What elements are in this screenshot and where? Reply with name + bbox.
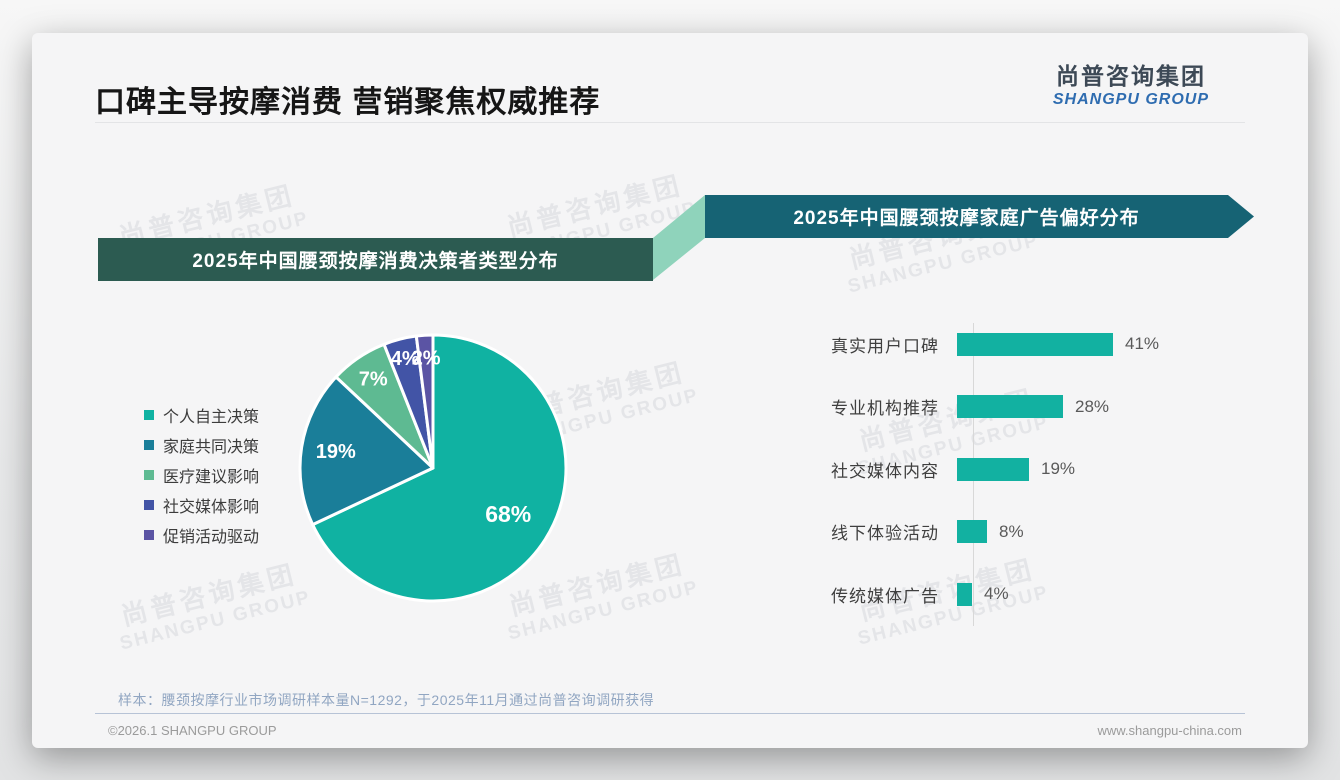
legend-label: 家庭共同决策	[163, 439, 260, 456]
bar-chart-title: 2025年中国腰颈按摩家庭广告偏好分布	[793, 208, 1140, 229]
legend-item: 医疗建议影响	[144, 460, 259, 490]
legend-swatch	[144, 500, 154, 510]
bar-rect	[957, 332, 1113, 356]
bar-value-label: 8%	[999, 521, 1024, 541]
legend-item: 家庭共同决策	[144, 430, 259, 460]
bar-value-label: 41%	[1125, 334, 1160, 353]
bar-rect	[957, 582, 972, 606]
pie-slice-2	[298, 375, 435, 527]
bar-row: 传统媒体广告 4%	[802, 574, 1009, 614]
title-divider	[95, 122, 1245, 123]
bar-row: 社交媒体内容 19%	[802, 449, 1075, 489]
bar-category-label: 真实用户口碑	[831, 336, 939, 356]
bar-value-label: 4%	[984, 584, 1009, 603]
pie-chart-title: 2025年中国腰颈按摩消费决策者类型分布	[192, 251, 559, 272]
company-logo: 尚普咨询集团 SHANGPU GROUP	[1053, 57, 1209, 109]
banner-connector-shape	[653, 195, 705, 280]
legend-swatch	[144, 440, 154, 450]
pie-slice-1	[311, 333, 568, 603]
legend-label: 个人自主决策	[163, 409, 260, 426]
legend-label: 医疗建议影响	[163, 469, 260, 486]
pie-chart: 68% 19% 7%4%2%	[298, 333, 568, 603]
bar-category-label: 社交媒体内容	[831, 461, 939, 481]
legend-swatch	[144, 470, 154, 480]
bar-rect	[957, 520, 987, 543]
legend-label: 促销活动驱动	[163, 529, 260, 546]
logo-text-en: SHANGPU GROUP	[1052, 91, 1209, 108]
legend-label: 社交媒体影响	[163, 499, 260, 516]
pie-chart-title-banner: 2025年中国腰颈按摩消费决策者类型分布	[98, 238, 653, 281]
pie-value-label: 2%	[412, 347, 441, 369]
page-title: 口碑主导按摩消费 营销聚焦权威推荐	[95, 86, 601, 119]
bar-category-label: 线下体验活动	[831, 524, 939, 543]
copyright-text: ©2026.1 SHANGPU GROUP	[108, 723, 277, 738]
website-text: www.shangpu-china.com	[1097, 723, 1242, 738]
bar-category-label: 专业机构推荐	[831, 399, 939, 418]
bar-row: 专业机构推荐 28%	[802, 387, 1109, 427]
bar-value-label: 28%	[1075, 396, 1110, 416]
legend-item: 个人自主决策	[144, 400, 259, 430]
sample-note: 样本：腰颈按摩行业市场调研样本量N=1292，于2025年11月通过尚普咨询调研…	[118, 692, 655, 708]
bar-row: 线下体验活动 8%	[802, 512, 1024, 552]
pie-value-label: 19%	[316, 441, 356, 463]
footer-divider	[95, 713, 1245, 714]
legend-swatch	[144, 530, 154, 540]
legend-swatch	[144, 410, 154, 420]
bar-chart-title-banner: 2025年中国腰颈按摩家庭广告偏好分布	[705, 195, 1254, 238]
legend-item: 社交媒体影响	[144, 490, 259, 520]
pie-value-label: 7%	[359, 368, 388, 390]
pie-value-label: 4%	[391, 348, 420, 370]
bar-value-label: 19%	[1041, 459, 1076, 478]
pie-legend: 个人自主决策 家庭共同决策 医疗建议影响 社交媒体影响 促销活动驱动	[144, 400, 259, 550]
pie-value-label: 68%	[485, 501, 531, 527]
pie-slice-5	[414, 333, 435, 470]
legend-item: 促销活动驱动	[144, 520, 259, 550]
logo-text-cn: 尚普咨询集团	[1055, 63, 1206, 89]
bar-category-label: 传统媒体广告	[831, 586, 939, 606]
bar-rect	[957, 457, 1029, 481]
bar-row: 真实用户口碑 41%	[802, 324, 1159, 364]
bar-rect	[957, 395, 1063, 418]
